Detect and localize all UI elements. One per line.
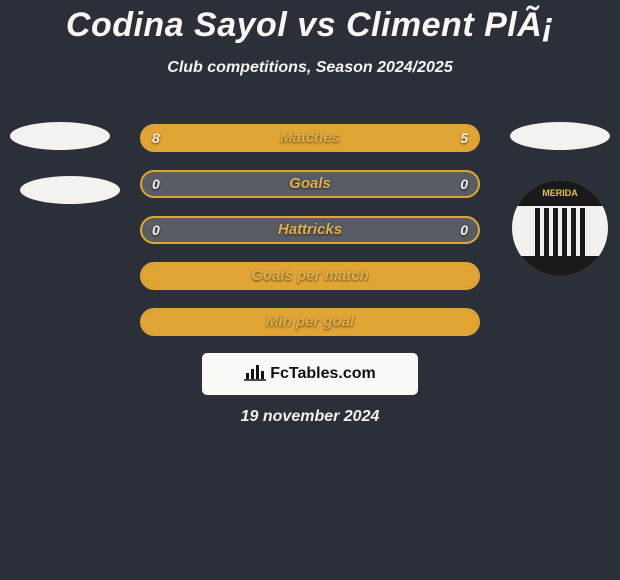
merida-stripes [512,208,608,256]
team-badge-merida: MERIDA [512,180,608,276]
stat-label: Hattricks [142,218,478,242]
brand-text: FcTables.com [270,365,376,383]
stat-label: Matches [142,126,478,150]
stat-row: Goals per match [140,262,480,290]
stat-label: Min per goal [142,310,478,334]
stat-value-right: 5 [460,126,468,150]
snapshot-date: 19 november 2024 [0,408,620,426]
stat-value-right: 0 [460,218,468,242]
stat-row: 0Goals0 [140,170,480,198]
stat-row: Min per goal [140,308,480,336]
season-subtitle: Club competitions, Season 2024/2025 [0,59,620,77]
brand-logo: FcTables.com [202,353,418,395]
stat-label: Goals per match [142,264,478,288]
stats-panel: 8Matches50Goals00Hattricks0Goals per mat… [140,124,480,354]
team-badge-left-1 [10,122,110,150]
team-badge-left-2 [20,176,120,204]
stat-label: Goals [142,172,478,196]
comparison-title: Codina Sayol vs Climent PlÃ¡ [0,0,620,45]
stat-row: 8Matches5 [140,124,480,152]
bar-chart-icon [244,363,266,386]
merida-bottom [512,256,608,276]
team-badge-right-1 [510,122,610,150]
stat-value-right: 0 [460,172,468,196]
stat-row: 0Hattricks0 [140,216,480,244]
merida-label: MERIDA [512,180,608,206]
